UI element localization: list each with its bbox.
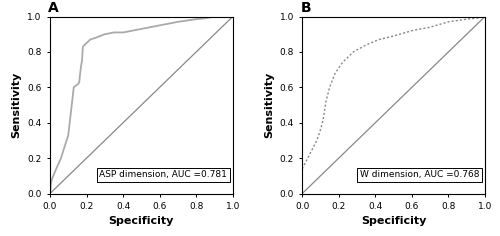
Text: ASP dimension, AUC =0.781: ASP dimension, AUC =0.781: [100, 170, 228, 179]
Text: W dimension, AUC =0.768: W dimension, AUC =0.768: [360, 170, 480, 179]
X-axis label: Specificity: Specificity: [361, 216, 426, 226]
Text: A: A: [48, 1, 59, 15]
Y-axis label: Sensitivity: Sensitivity: [12, 72, 22, 138]
X-axis label: Specificity: Specificity: [108, 216, 174, 226]
Text: B: B: [300, 1, 311, 15]
Y-axis label: Sensitivity: Sensitivity: [264, 72, 274, 138]
